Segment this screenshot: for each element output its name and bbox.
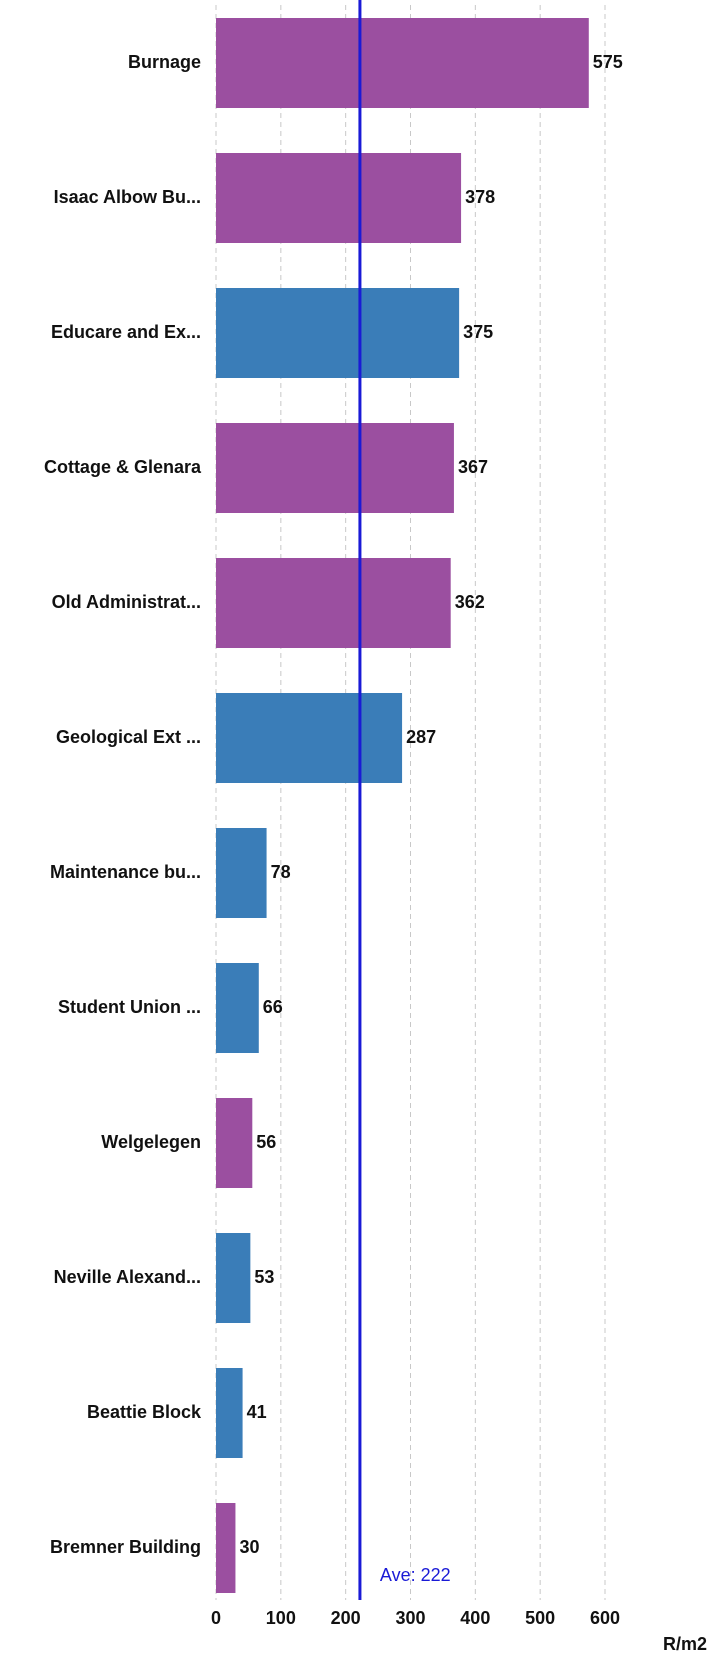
x-tick-label: 300 (395, 1608, 425, 1628)
value-label: 375 (463, 322, 493, 342)
y-tick-label: Geological Ext ... (56, 727, 201, 747)
bar (216, 1368, 243, 1458)
y-tick-label: Bremner Building (50, 1537, 201, 1557)
bar (216, 1098, 253, 1188)
y-tick-label: Neville Alexand... (54, 1267, 201, 1287)
value-label: 287 (406, 727, 436, 747)
bar (216, 693, 403, 783)
value-label: 53 (254, 1267, 274, 1287)
x-tick-label: 600 (590, 1608, 620, 1628)
value-label: 378 (465, 187, 495, 207)
bar (216, 828, 267, 918)
bar (216, 963, 259, 1053)
y-tick-label: Old Administrat... (52, 592, 201, 612)
value-label: 575 (593, 52, 623, 72)
y-tick-label: Isaac Albow Bu... (54, 187, 201, 207)
x-axis-label: R/m2 (663, 1634, 707, 1654)
x-tick-label: 0 (211, 1608, 221, 1628)
value-label: 30 (239, 1537, 259, 1557)
x-tick-label: 500 (525, 1608, 555, 1628)
value-label: 41 (247, 1402, 267, 1422)
bar (216, 558, 451, 648)
value-label: 66 (263, 997, 283, 1017)
bar (216, 18, 589, 108)
bar (216, 153, 462, 243)
y-tick-label: Welgelegen (101, 1132, 201, 1152)
y-tick-label: Beattie Block (87, 1402, 202, 1422)
value-label: 56 (256, 1132, 276, 1152)
bar (216, 423, 454, 513)
y-tick-label: Student Union ... (58, 997, 201, 1017)
y-tick-label: Cottage & Glenara (44, 457, 202, 477)
value-label: 367 (458, 457, 488, 477)
bar (216, 1503, 236, 1593)
y-tick-label: Burnage (128, 52, 201, 72)
bar (216, 288, 460, 378)
y-tick-label: Educare and Ex... (51, 322, 201, 342)
x-tick-label: 100 (266, 1608, 296, 1628)
y-tick-label: Maintenance bu... (50, 862, 201, 882)
average-label: Ave: 222 (380, 1565, 451, 1585)
x-tick-label: 200 (331, 1608, 361, 1628)
value-label: 78 (271, 862, 291, 882)
bar (216, 1233, 251, 1323)
x-tick-label: 400 (460, 1608, 490, 1628)
value-label: 362 (455, 592, 485, 612)
